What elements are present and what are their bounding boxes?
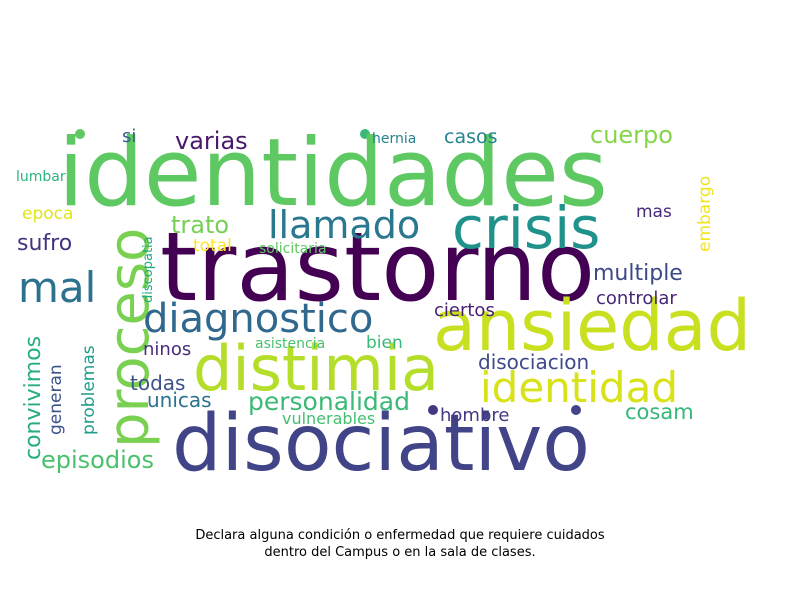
word-personalidad: personalidad [248, 387, 410, 416]
word-asistencia: asistencia [255, 336, 325, 352]
word-todas: todas [130, 371, 185, 395]
word-bien: bien [366, 333, 403, 353]
word-hernia: hernia [372, 131, 416, 147]
word-cloud-dot [428, 405, 438, 415]
word-generan: generan [46, 364, 66, 435]
word-vulnerables: vulnerables [282, 409, 375, 428]
word-cuerpo: cuerpo [590, 121, 673, 149]
word-controlar: controlar [596, 288, 677, 309]
word-disociativo: disociativo [172, 399, 590, 489]
word-ansiedad: ansiedad [433, 285, 751, 367]
word-disociacion: disociacion [478, 350, 589, 374]
word-trato: trato [171, 211, 229, 239]
word-ninos: ninos [143, 339, 191, 360]
caption: Declara alguna condición o enfermedad qu… [0, 527, 800, 561]
caption-line-1: Declara alguna condición o enfermedad qu… [195, 528, 605, 543]
caption-line-2: dentro del Campus o en la sala de clases… [264, 545, 536, 560]
word-multiple: multiple [593, 261, 683, 286]
word-identidad: identidad [480, 363, 678, 412]
word-varias: varias [175, 127, 248, 155]
word-lumbar: lumbar [16, 169, 66, 185]
word-unicas: unicas [147, 388, 212, 412]
word-sufro: sufro [17, 231, 72, 256]
word-problemas: problemas [79, 345, 99, 435]
word-solicitaria: solicitaria [259, 241, 327, 257]
word-cloud-dot [75, 129, 85, 139]
word-ciertos: ciertos [434, 300, 495, 321]
word-distimia: distimia [193, 332, 439, 405]
word-epoca: epoca [22, 204, 73, 224]
word-mal: mal [18, 263, 96, 312]
word-trastorno: trastorno [160, 213, 595, 323]
word-llamado: llamado [268, 203, 420, 247]
word-discopatia: discopatia [141, 236, 156, 303]
word-total: total [193, 236, 232, 256]
word-embargo: embargo [695, 176, 715, 252]
word-proceso: proceso [97, 228, 162, 448]
word-cosam: cosam [625, 400, 694, 424]
word-convivimos: convivimos [21, 336, 46, 460]
word-identidades: identidades [58, 119, 608, 228]
word-hombre: hombre [440, 405, 509, 426]
word-casos: casos [444, 126, 498, 148]
word-crisis: crisis [452, 194, 600, 262]
word-episodios: episodios [41, 446, 154, 474]
word-si: si [122, 126, 136, 147]
word-diagnostico: diagnostico [143, 296, 373, 342]
word-cloud-dot [571, 405, 581, 415]
word-cloud-dot [360, 129, 370, 139]
word-mas: mas [636, 202, 672, 222]
